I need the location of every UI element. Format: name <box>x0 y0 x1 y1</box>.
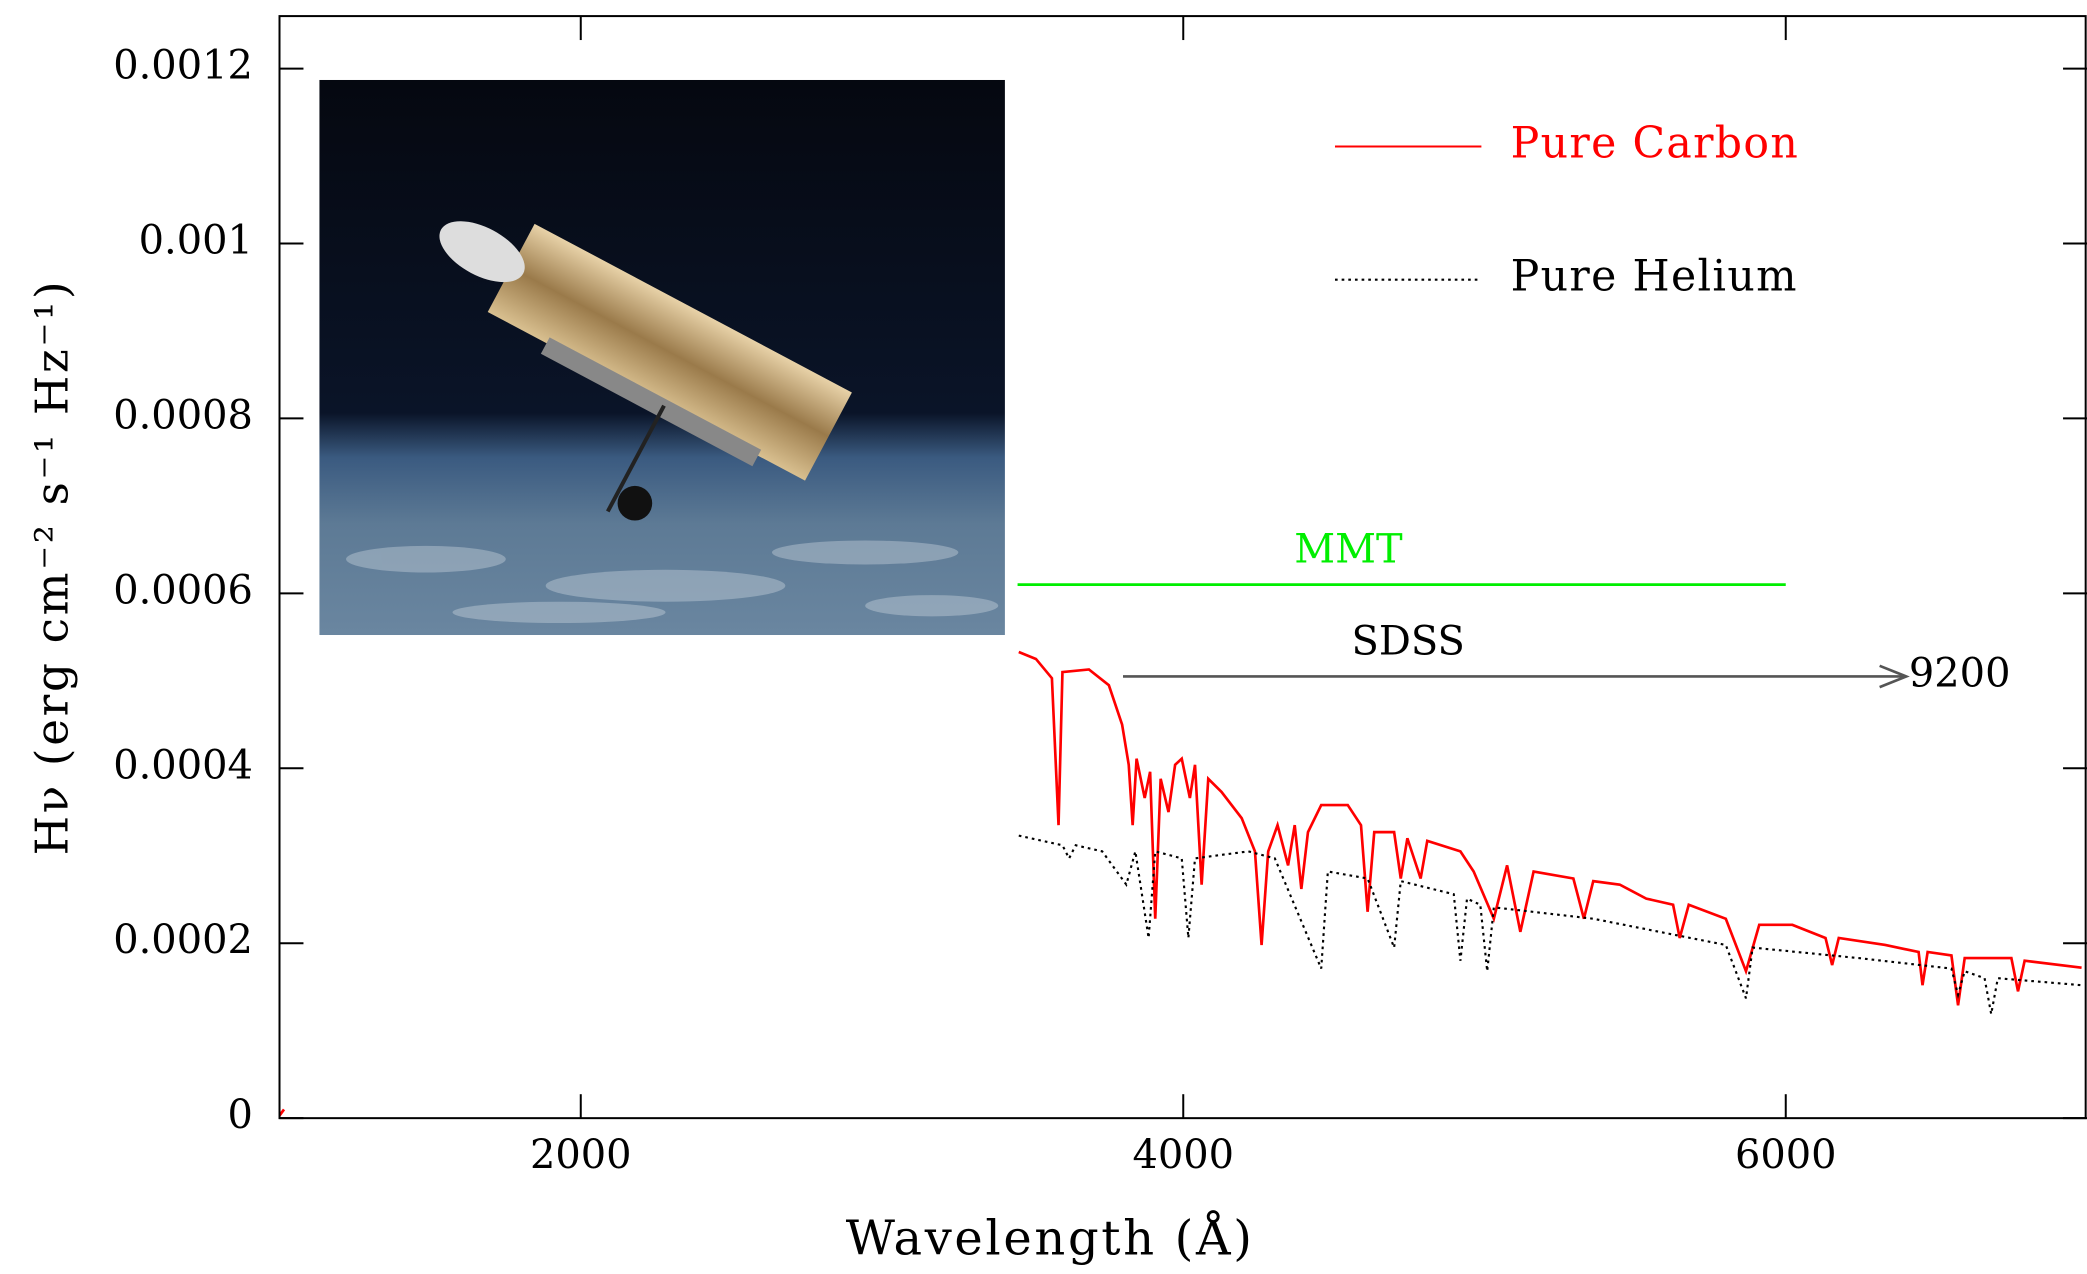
series-layer <box>279 650 2082 1117</box>
plot-frame <box>278 15 2087 1120</box>
y-tick-label: 0.0006 <box>113 567 253 613</box>
x-tick-label: 2000 <box>530 1132 632 1178</box>
range-label: SDSS <box>1351 619 1464 665</box>
antenna <box>617 485 653 521</box>
telescope <box>439 221 852 513</box>
arrow-head <box>1879 664 1910 689</box>
x-tick-label: 6000 <box>1735 1132 1837 1178</box>
legend-label: Pure Helium <box>1511 252 1798 302</box>
clouds <box>346 540 999 624</box>
y-tick-label: 0.0012 <box>113 43 253 89</box>
y-tick-label: 0.0004 <box>113 742 253 788</box>
y-tick-label: 0.001 <box>139 218 253 264</box>
range-label: MMT <box>1294 527 1403 573</box>
legend-label: Pure Carbon <box>1511 119 1799 169</box>
x-axis-label: Wavelength (Å) <box>846 1209 1255 1266</box>
y-tick-label: 0.0008 <box>113 392 253 438</box>
axes: 2000 4000 6000 0 0.0002 0.0004 0.0006 0.0008 0.0… <box>113 16 2087 1178</box>
y-tick-label: 0 <box>227 1092 252 1138</box>
y-tick-label: 0.0002 <box>113 917 253 963</box>
telescope-photo <box>319 79 1005 636</box>
series-line <box>1018 834 2082 1015</box>
range-end-label: 9200 <box>1909 650 2011 696</box>
x-tick-label: 4000 <box>1132 1132 1234 1178</box>
series-line <box>1018 650 2082 1006</box>
y-axis-label: Hν (erg cm⁻² s⁻¹ Hz⁻¹) <box>25 279 78 856</box>
